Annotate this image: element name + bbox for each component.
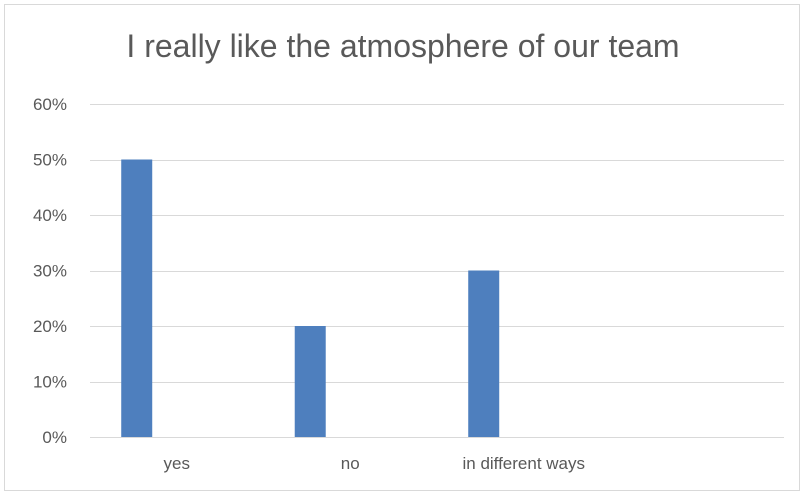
bar-no: [294, 326, 326, 437]
x-tick-label: yes: [164, 454, 190, 473]
y-tick-label: 10%: [33, 373, 67, 392]
y-tick-label: 0%: [42, 428, 67, 447]
x-tick-label: in different ways: [462, 454, 585, 473]
y-tick-label: 20%: [33, 317, 67, 336]
bars: [121, 159, 500, 437]
y-tick-label: 30%: [33, 262, 67, 281]
gridlines: [90, 104, 784, 438]
x-axis-tick-labels: yes no in different ways: [164, 454, 586, 473]
y-tick-label: 50%: [33, 151, 67, 170]
bar-in-different-ways: [468, 270, 500, 437]
y-axis-tick-labels: 0% 10% 20% 30% 40% 50% 60%: [33, 95, 67, 447]
y-tick-label: 40%: [33, 206, 67, 225]
chart-title: I really like the atmosphere of our team: [126, 28, 680, 64]
x-tick-label: no: [341, 454, 360, 473]
bar-yes: [121, 159, 153, 437]
y-tick-label: 60%: [33, 95, 67, 114]
